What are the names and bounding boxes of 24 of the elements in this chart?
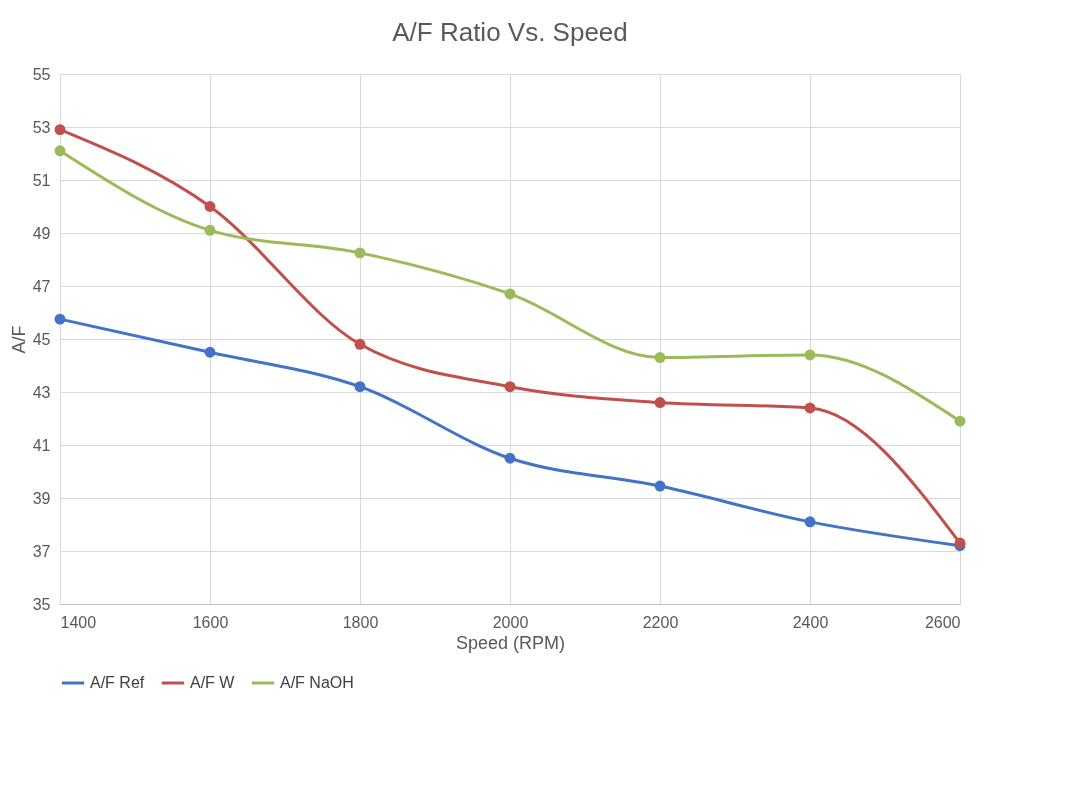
legend-label: A/F NaOH (280, 674, 354, 691)
x-tick-label: 1800 (342, 613, 379, 631)
y-tick-label: 37 (32, 542, 51, 560)
y-tick-label: 39 (32, 489, 51, 507)
y-tick-label: 53 (32, 118, 51, 136)
y-tick-label: 43 (32, 383, 51, 401)
x-axis-title: Speed (RPM) (455, 632, 566, 653)
legend-label: A/F Ref (90, 674, 145, 691)
x-tick-label: 2400 (792, 613, 829, 631)
y-tick-label: 47 (32, 277, 51, 295)
y-tick-label: 35 (32, 595, 51, 613)
legend-label: A/F W (190, 674, 236, 691)
x-tick-label: 1400 (60, 613, 97, 631)
y-tick-label: 49 (32, 224, 51, 242)
y-tick-label: 45 (32, 330, 51, 348)
y-tick-label: 51 (32, 171, 51, 189)
x-tick-label: 1600 (192, 613, 229, 631)
y-tick-label: 55 (32, 65, 51, 83)
x-tick-label: 2000 (492, 613, 529, 631)
y-axis-title: A/F (8, 325, 29, 354)
chart-title: A/F Ratio Vs. Speed (392, 17, 628, 47)
x-tick-label: 2600 (924, 613, 961, 631)
y-tick-label: 41 (32, 436, 51, 454)
x-tick-label: 2200 (642, 613, 679, 631)
